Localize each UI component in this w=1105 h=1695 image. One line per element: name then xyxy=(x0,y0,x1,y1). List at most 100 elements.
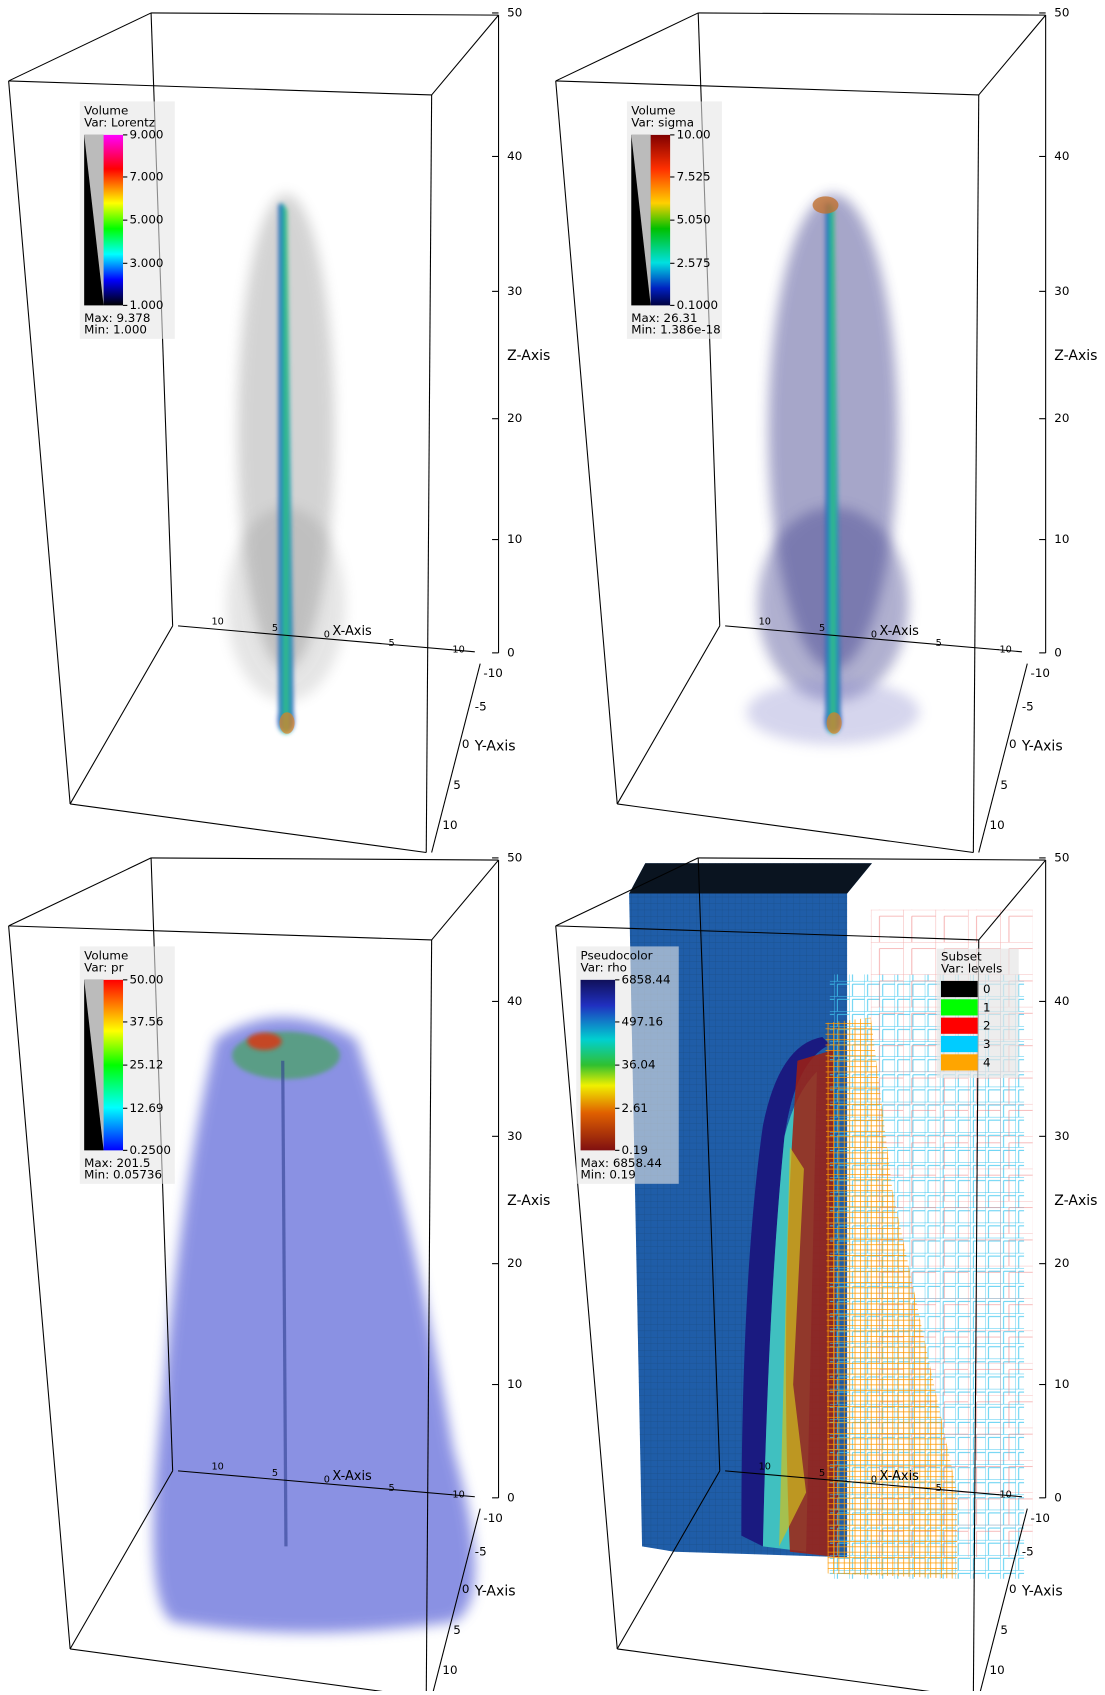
y-tick-label: -10 xyxy=(1031,1511,1050,1525)
subset-label: 2 xyxy=(983,1019,991,1033)
colorbar xyxy=(103,134,124,306)
colorbar-tick-label: 12.69 xyxy=(129,1101,163,1115)
box-edge xyxy=(555,80,979,96)
colorbar-tick-label: 1.000 xyxy=(129,298,163,312)
z-tick-label: 40 xyxy=(507,149,522,163)
z-tick-label: 40 xyxy=(1054,994,1069,1008)
colorbar-tick-label: 0.1000 xyxy=(677,298,718,312)
orange-grid xyxy=(825,1017,958,1579)
y-axis xyxy=(431,1508,481,1695)
x-tick-label: 10 xyxy=(759,617,771,628)
box-edge xyxy=(425,94,433,853)
panel: 50403020100Z-Axis10505-10X-Axis-10-50510… xyxy=(8,850,550,1695)
x-axis-label: X-Axis xyxy=(879,624,919,639)
jet-head xyxy=(826,712,842,734)
x-tick-label: 5 xyxy=(936,638,942,649)
x-tick-label: -10 xyxy=(449,645,465,656)
x-axis-label: X-Axis xyxy=(332,1469,372,1484)
mesh-top xyxy=(629,863,872,894)
x-tick-label: 5 xyxy=(819,1468,825,1479)
x-tick-label: 10 xyxy=(212,1462,224,1473)
subset-swatch xyxy=(940,1035,978,1053)
box-edge xyxy=(555,12,699,82)
legend-max: Max: 9.378 xyxy=(84,311,150,325)
y-tick-label: 10 xyxy=(990,818,1005,832)
y-tick-label: 5 xyxy=(453,1623,461,1637)
y-tick-label: 5 xyxy=(1000,1623,1008,1637)
legend-title: Volume xyxy=(84,104,128,118)
box-edge xyxy=(431,14,499,96)
box-edge xyxy=(697,857,721,1471)
y-tick-label: -5 xyxy=(1022,699,1034,713)
legend-max: Max: 201.5 xyxy=(84,1156,150,1170)
box-edge xyxy=(8,925,71,1649)
x-tick-label: 5 xyxy=(388,1483,394,1494)
subset-swatch xyxy=(940,1017,978,1034)
box-edge xyxy=(555,80,618,804)
legend-min: Min: 1.386e-18 xyxy=(631,323,720,337)
z-tick-label: 10 xyxy=(507,1377,522,1391)
z-tick-label: 0 xyxy=(507,1490,515,1504)
x-tick-label: 0 xyxy=(324,630,330,641)
legend-var: Var: pr xyxy=(84,960,123,974)
box-edge xyxy=(431,859,499,941)
density-yellow xyxy=(779,1147,807,1547)
x-tick-label: 0 xyxy=(324,1474,330,1485)
z-tick-label: 40 xyxy=(1054,149,1069,163)
legend-var: Var: sigma xyxy=(631,116,694,130)
colorbar-tick-label: 6858.44 xyxy=(622,972,671,986)
legend-title: Volume xyxy=(631,104,675,118)
box-edge xyxy=(978,14,1047,96)
legend-var: Var: Lorentz xyxy=(84,116,155,130)
colorbar-tick-label: 7.000 xyxy=(129,169,163,183)
box-edge xyxy=(70,803,427,854)
colorbar-tick-label: 3.000 xyxy=(129,256,163,270)
z-tick-label: 10 xyxy=(507,532,522,546)
colorbar-tick-label: 5.000 xyxy=(129,213,163,227)
box-edge xyxy=(69,625,174,805)
box-edge xyxy=(698,12,1046,16)
legend-max: Max: 26.31 xyxy=(631,311,697,325)
z-tick-label: 10 xyxy=(1054,1377,1069,1391)
panel: 50403020100Z-Axis10505-10X-Axis-10-50510… xyxy=(555,5,1097,854)
jet xyxy=(824,203,842,734)
box-edge xyxy=(425,939,433,1695)
y-axis-label: Y-Axis xyxy=(474,1584,516,1600)
colorbar-tick-label: 5.050 xyxy=(677,213,711,227)
box-edge xyxy=(8,925,432,941)
y-axis-label: Y-Axis xyxy=(474,739,516,755)
legend-title: Volume xyxy=(84,949,128,963)
y-axis xyxy=(978,663,1028,853)
box-edge xyxy=(698,857,1046,861)
x-tick-label: 5 xyxy=(819,623,825,634)
y-tick-label: -5 xyxy=(475,1544,487,1558)
box-edge xyxy=(555,925,979,941)
box-edge xyxy=(972,94,980,853)
pressure-cocoon xyxy=(153,1017,475,1633)
z-tick-label: 40 xyxy=(507,994,522,1008)
x-tick-label: -10 xyxy=(996,1490,1012,1501)
colorbar-tick-label: 0.19 xyxy=(622,1143,648,1157)
z-tick-label: 20 xyxy=(507,411,522,425)
x-tick-label: 0 xyxy=(871,630,877,641)
x-axis xyxy=(178,625,475,653)
x-tick-label: 5 xyxy=(272,1468,278,1479)
legend-min: Min: 0.05736 xyxy=(84,1168,162,1182)
z-tick-label: 10 xyxy=(1054,532,1069,546)
legend-title: Pseudocolor xyxy=(581,949,653,963)
subset-var: Var: levels xyxy=(941,962,1002,976)
z-tick-label: 0 xyxy=(1054,645,1062,659)
panel: 50403020100Z-Axis10505-10X-Axis-10-50510… xyxy=(8,5,550,854)
x-tick-label: 5 xyxy=(936,1483,942,1494)
colorbar-tick-label: 50.00 xyxy=(129,972,163,986)
panel: 50403020100Z-Axis10505-10X-Axis-10-50510… xyxy=(555,850,1097,1695)
y-tick-label: 5 xyxy=(453,778,461,792)
opacity-ramp xyxy=(84,979,104,1151)
z-tick-label: 20 xyxy=(507,1256,522,1270)
density-rim xyxy=(741,1037,830,1547)
z-tick-label: 50 xyxy=(507,5,522,19)
y-axis xyxy=(978,1508,1028,1695)
colorbar-tick-label: 497.16 xyxy=(622,1014,663,1028)
z-tick-label: 0 xyxy=(507,645,515,659)
